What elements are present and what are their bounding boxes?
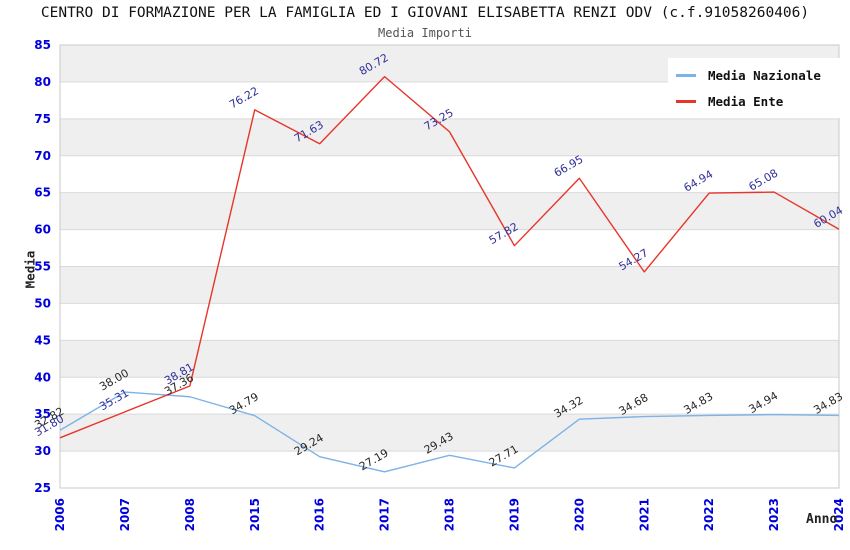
y-tick-label: 70 [34,149,51,163]
x-tick-label: 2020 [572,498,586,531]
plot-band [60,303,839,341]
y-tick-label: 85 [34,38,51,52]
y-tick-label: 50 [34,296,51,310]
x-tick-label: 2023 [767,498,781,531]
legend-item-media-nazionale: Media Nazionale [676,62,849,88]
media-ente-line-swatch [676,99,696,103]
y-tick-label: 65 [34,186,51,200]
y-axis-title: Media [22,250,38,289]
plot-border [59,44,840,489]
y-tick-label: 75 [34,112,51,126]
plot-band [60,451,839,488]
x-tick-label: 2024 [832,498,846,531]
plot-band [60,192,839,230]
plot-band [60,229,839,267]
y-tick-label: 45 [34,333,51,347]
x-tick-label: 2006 [53,498,67,531]
y-tick-label: 40 [34,370,51,384]
y-tick-label: 80 [34,75,51,89]
series-line-media-nazionale [59,391,840,473]
x-tick-label: 2015 [248,498,262,531]
x-tick-label: 2016 [313,498,327,531]
x-tick-label: 2021 [637,498,651,531]
y-tick-label: 35 [34,407,51,421]
plot-band [60,266,839,304]
x-tick-label: 2008 [183,498,197,531]
y-tick-label: 30 [34,444,51,458]
series-line-media-ente [59,75,840,439]
y-tick-label: 60 [34,223,51,237]
chart-subtitle: Media Importi [378,26,472,40]
x-tick-label: 2019 [507,498,521,531]
legend: Media Nazionale Media Ente [668,58,849,118]
plot-band [60,118,839,156]
chart-title: CENTRO DI FORMAZIONE PER LA FAMIGLIA ED … [40,5,810,21]
x-tick-label: 2022 [702,498,716,531]
plot-band [60,155,839,193]
legend-label-media-ente: Media Ente [708,93,784,109]
y-tick-label: 25 [34,481,51,495]
plot-band [60,340,839,378]
x-axis-title: Anno [806,512,838,527]
legend-label-media-nazionale: Media Nazionale [708,67,821,83]
media-nazionale-line-swatch [676,73,696,77]
y-tick-label: 55 [34,260,51,274]
x-tick-label: 2007 [118,498,132,531]
legend-item-media-ente: Media Ente [676,88,849,114]
x-tick-label: 2017 [378,498,392,531]
plot-band [60,414,839,452]
x-tick-label: 2018 [443,498,457,531]
